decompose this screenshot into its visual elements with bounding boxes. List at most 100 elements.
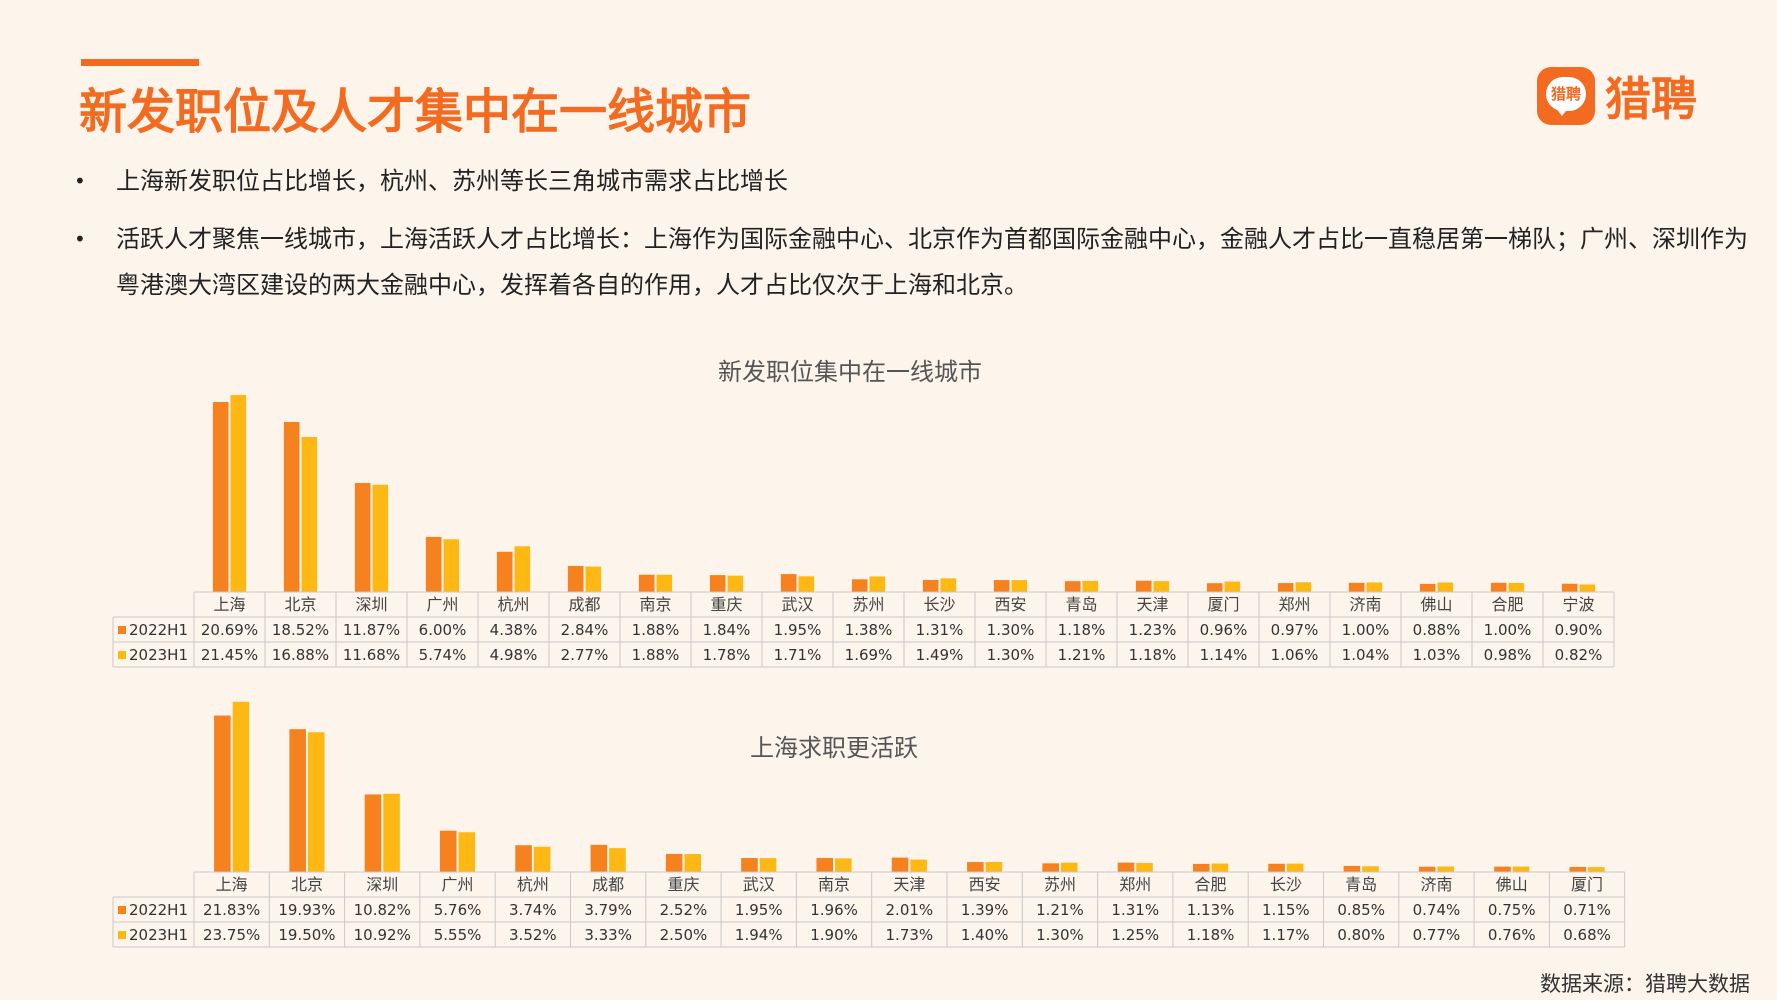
category-label: 深圳 — [366, 875, 398, 894]
data-label: 3.79% — [584, 901, 632, 919]
data-label: 1.78% — [703, 646, 751, 664]
data-label: 0.80% — [1337, 926, 1385, 944]
bar-2022H1-合肥 — [1490, 582, 1507, 592]
data-label: 1.84% — [703, 621, 751, 639]
category-label: 广州 — [426, 595, 458, 614]
bar-2023H1-深圳 — [383, 793, 400, 872]
bar-2023H1-西安 — [1011, 580, 1028, 592]
bar-2023H1-济南 — [1366, 582, 1383, 592]
bar-2023H1-郑州 — [1295, 582, 1312, 592]
data-label: 1.73% — [886, 926, 934, 944]
legend-label: 2023H1 — [129, 646, 188, 664]
bar-2023H1-西安 — [985, 861, 1003, 872]
bar-2023H1-上海 — [232, 701, 250, 872]
data-label: 1.69% — [845, 646, 893, 664]
bar-2022H1-北京 — [283, 421, 300, 592]
data-label: 1.30% — [987, 621, 1035, 639]
bar-2022H1-长沙 — [922, 579, 939, 592]
category-label: 杭州 — [497, 595, 529, 614]
data-label: 1.06% — [1271, 646, 1319, 664]
data-label: 23.75% — [203, 926, 260, 944]
legend-swatch-2022H1 — [118, 626, 126, 634]
legend-label: 2023H1 — [129, 926, 188, 944]
bar-2023H1-武汉 — [798, 576, 815, 592]
bullet-dot-icon: • — [74, 227, 86, 251]
logo-wordmark: 猎聘 — [1605, 72, 1697, 126]
bullet-item: • 活跃人才聚焦一线城市，上海活跃人才占比增长：上海作为国际金融中心、北京作为首… — [74, 216, 1754, 308]
bar-2023H1-佛山 — [1437, 582, 1454, 592]
bar-2022H1-西安 — [993, 580, 1010, 592]
bar-2023H1-长沙 — [1286, 863, 1304, 872]
data-label: 1.17% — [1262, 926, 1310, 944]
data-label: 5.76% — [434, 901, 482, 919]
bar-2022H1-厦门 — [1569, 866, 1587, 872]
bar-2023H1-杭州 — [533, 846, 551, 872]
bullet-text: 上海新发职位占比增长，杭州、苏州等长三角城市需求占比增长 — [116, 167, 788, 195]
data-label: 2.84% — [561, 621, 609, 639]
bar-2023H1-成都 — [585, 566, 602, 592]
data-label: 1.94% — [735, 926, 783, 944]
chart-title-1: 新发职位集中在一线城市 — [718, 358, 982, 386]
legend-swatch-2022H1 — [118, 906, 126, 914]
bar-2022H1-佛山 — [1419, 583, 1436, 592]
category-label: 武汉 — [781, 595, 813, 614]
bar-2023H1-深圳 — [372, 484, 389, 592]
data-label: 1.90% — [810, 926, 858, 944]
data-label: 1.95% — [735, 901, 783, 919]
data-label: 1.04% — [1342, 646, 1390, 664]
liepin-logo: 猎聘 猎聘 — [1537, 63, 1697, 129]
data-label: 0.88% — [1413, 621, 1461, 639]
data-label: 0.98% — [1484, 646, 1532, 664]
category-label: 厦门 — [1571, 875, 1603, 894]
bar-2022H1-苏州 — [851, 579, 868, 592]
category-label: 重庆 — [667, 875, 699, 894]
bar-2022H1-上海 — [212, 402, 229, 592]
category-label: 合肥 — [1195, 875, 1227, 894]
bar-2022H1-深圳 — [354, 483, 371, 592]
bar-2023H1-佛山 — [1512, 866, 1530, 872]
category-label: 郑州 — [1119, 875, 1151, 894]
legend-label: 2022H1 — [129, 901, 188, 919]
bar-2023H1-郑州 — [1136, 863, 1153, 872]
bar-2022H1-成都 — [590, 844, 608, 872]
bar-2022H1-厦门 — [1206, 583, 1223, 592]
bar-2022H1-重庆 — [709, 575, 726, 592]
category-label: 合肥 — [1491, 595, 1523, 614]
bar-2022H1-青岛 — [1343, 865, 1361, 872]
bar-2023H1-天津 — [910, 859, 927, 872]
data-label: 1.00% — [1342, 621, 1390, 639]
category-label: 天津 — [893, 875, 925, 894]
bar-2022H1-长沙 — [1268, 863, 1285, 872]
data-label: 0.76% — [1488, 926, 1536, 944]
bar-2022H1-济南 — [1348, 582, 1365, 592]
bar-2022H1-北京 — [289, 729, 306, 872]
bar-2023H1-上海 — [230, 395, 247, 592]
data-label: 11.68% — [343, 646, 400, 664]
data-label: 20.69% — [201, 621, 258, 639]
bar-2023H1-苏州 — [1060, 862, 1078, 872]
bullet-list: • 上海新发职位占比增长，杭州、苏州等长三角城市需求占比增长 • 活跃人才聚焦一… — [74, 158, 1754, 320]
bar-2022H1-武汉 — [780, 574, 797, 592]
bullet-text: 活跃人才聚焦一线城市，上海活跃人才占比增长：上海作为国际金融中心、北京作为首都国… — [116, 225, 1748, 299]
data-label: 1.88% — [632, 621, 680, 639]
data-label: 1.40% — [961, 926, 1009, 944]
bar-2022H1-杭州 — [496, 551, 513, 592]
category-label: 成都 — [568, 595, 600, 614]
legend-swatch-2023H1 — [118, 651, 126, 659]
category-label: 济南 — [1349, 595, 1381, 614]
bar-2022H1-武汉 — [741, 858, 758, 872]
data-source-note: 数据来源：猎聘大数据 — [1540, 972, 1750, 996]
bar-2023H1-合肥 — [1508, 583, 1525, 592]
data-label: 10.92% — [354, 926, 411, 944]
category-label: 苏州 — [1044, 875, 1076, 894]
data-label: 0.71% — [1563, 901, 1611, 919]
bar-2023H1-青岛 — [1082, 580, 1099, 592]
bullet-item: • 上海新发职位占比增长，杭州、苏州等长三角城市需求占比增长 — [74, 158, 1754, 204]
category-label: 南京 — [639, 595, 671, 614]
data-label: 1.88% — [632, 646, 680, 664]
data-label: 1.30% — [1036, 926, 1084, 944]
data-label: 1.38% — [845, 621, 893, 639]
bar-2022H1-郑州 — [1277, 583, 1294, 592]
data-label: 0.96% — [1200, 621, 1248, 639]
